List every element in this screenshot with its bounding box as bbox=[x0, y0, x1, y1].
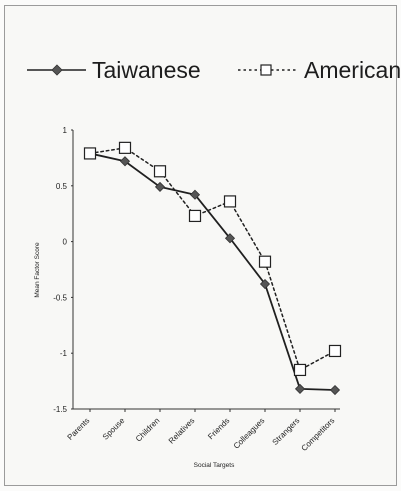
legend-label-taiwanese: Taiwanese bbox=[92, 57, 201, 83]
legend: Taiwanese American bbox=[27, 57, 401, 83]
x-tick-label-spouse: Spouse bbox=[101, 416, 127, 442]
point-american-children bbox=[155, 166, 166, 177]
legend-marker-taiwanese bbox=[52, 65, 62, 75]
x-tick-label-parents: Parents bbox=[66, 416, 92, 442]
point-american-colleagues bbox=[260, 256, 271, 267]
point-american-relatives bbox=[190, 210, 201, 221]
point-american-competitors bbox=[330, 345, 341, 356]
y-tick-label--1-5: -1.5 bbox=[53, 405, 67, 414]
x-tick-label-friends: Friends bbox=[206, 416, 231, 441]
legend-label-american: American bbox=[304, 57, 401, 83]
x-tick-label-competitors: Competitors bbox=[300, 416, 337, 453]
series-line-taiwanese bbox=[90, 153, 335, 390]
x-tick-label-children: Children bbox=[134, 416, 161, 443]
x-axis-title: Social Targets bbox=[194, 462, 235, 469]
point-taiwanese-strangers bbox=[296, 384, 305, 393]
series-layer bbox=[85, 142, 341, 394]
point-american-strangers bbox=[295, 364, 306, 375]
point-american-parents bbox=[85, 148, 96, 159]
y-tick-label-0: 0 bbox=[63, 238, 68, 247]
y-tick-label--0-5: -0.5 bbox=[53, 293, 67, 302]
point-american-friends bbox=[225, 196, 236, 207]
point-taiwanese-competitors bbox=[331, 386, 340, 395]
x-tick-label-relatives: Relatives bbox=[167, 416, 197, 446]
point-american-spouse bbox=[120, 142, 131, 153]
x-tick-label-strangers: Strangers bbox=[271, 416, 302, 447]
x-tick-label-colleagues: Colleagues bbox=[232, 416, 267, 451]
legend-marker-american bbox=[261, 65, 271, 75]
y-tick-label--1: -1 bbox=[60, 349, 68, 358]
y-axis-title: Mean Factor Score bbox=[34, 242, 41, 298]
y-tick-label-1: 1 bbox=[63, 126, 68, 135]
y-tick-label-0-5: 0.5 bbox=[56, 182, 68, 191]
chart-axes: 1 0.5 0 -0.5 -1 -1.5 Parents Spouse Children Rela… bbox=[53, 126, 340, 453]
series-line-american bbox=[90, 148, 335, 370]
